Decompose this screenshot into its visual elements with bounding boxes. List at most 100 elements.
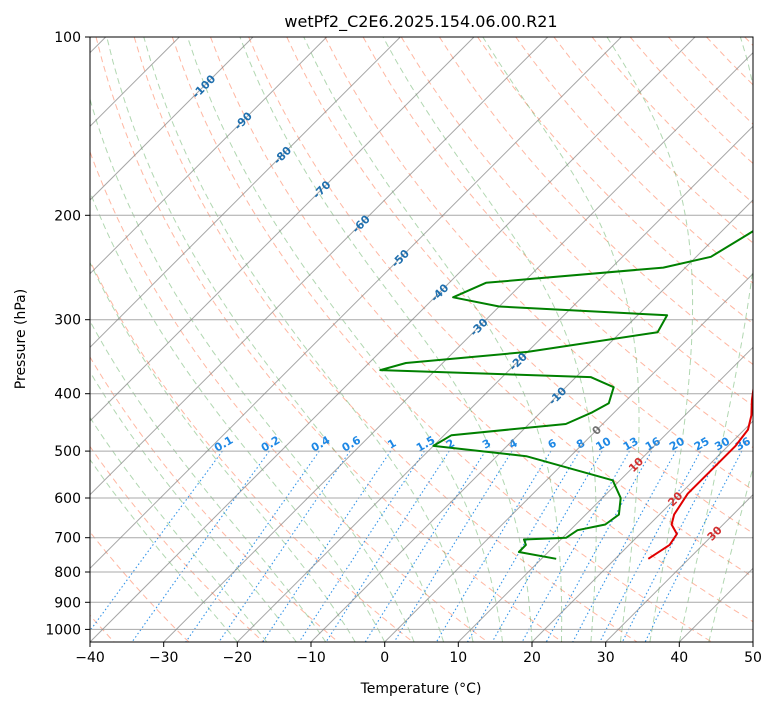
dry-adiabat-line <box>438 37 753 366</box>
isotherm-line <box>90 37 696 642</box>
mixing-ratio-line <box>364 450 486 642</box>
mixing-ratio-line <box>644 450 743 642</box>
dry-adiabat-line <box>133 37 638 642</box>
mixing-ratio-line <box>491 450 603 642</box>
moist-adiabat-line <box>90 320 327 642</box>
mixing-ratio-label: 8 <box>574 437 587 452</box>
moist-adiabat-line <box>187 37 503 642</box>
x-tick-label: −20 <box>223 650 253 666</box>
moist-adiabat-line <box>482 37 640 642</box>
plot-area: 0.1 0.2 0.4 0.6 1 1.5 2 3 4 6 8 10 13 16 20 25 30 36 -100… <box>90 37 753 642</box>
isotherm-line <box>752 641 753 642</box>
dry-adiabat-line <box>591 37 753 204</box>
mixing-ratio-line <box>572 450 677 642</box>
isotherm-label: -50 <box>389 247 412 270</box>
mixing-ratio-label: 6 <box>546 436 559 451</box>
moist-adiabat-line <box>606 37 694 642</box>
isotherm-line <box>384 272 753 642</box>
y-tick-label: 300 <box>54 313 81 329</box>
temperature-profile-line <box>647 386 753 560</box>
isotherm-line <box>163 51 753 642</box>
isotherm-line <box>90 37 401 349</box>
x-tick-label: 0 <box>380 650 389 666</box>
y-tick-label: 700 <box>54 531 81 547</box>
moist-adiabat-line <box>90 370 297 642</box>
dewpoint-profile-line <box>379 229 753 560</box>
mixing-ratio-line <box>90 450 223 632</box>
dry-adiabat-line <box>171 37 712 642</box>
mixing-ratio-label: 1 <box>385 437 398 452</box>
plot-frame <box>89 36 754 643</box>
dry-adiabat-line <box>90 150 488 642</box>
y-tick-label: 100 <box>54 30 81 46</box>
moist-adiabat-line <box>90 458 238 642</box>
y-tick-label: 1000 <box>45 622 81 638</box>
isotherm-line <box>605 493 753 642</box>
y-tick-label: 400 <box>54 387 81 403</box>
x-axis-ticks: −40 −30 −20 −10 0 10 20 30 40 50 <box>75 642 762 666</box>
isotherm-label: -100 <box>190 72 219 101</box>
mixing-ratio-line <box>521 450 630 642</box>
moist-adiabat-line <box>678 37 753 642</box>
mixing-ratio-line <box>621 450 722 642</box>
mixing-ratio-line <box>325 450 450 642</box>
y-tick-label: 800 <box>54 565 81 581</box>
y-tick-label: 500 <box>54 444 81 460</box>
isotherm-line <box>90 37 549 496</box>
moist-adiabat-line <box>708 465 753 642</box>
chart-title: wetPf2_C2E6.2025.154.06.00.R21 <box>284 12 557 32</box>
x-tick-label: 50 <box>744 650 762 666</box>
dry-adiabat-line <box>90 356 339 642</box>
dry-adiabat-line <box>210 37 753 623</box>
mixing-ratio-line <box>262 450 392 642</box>
moist-adiabat-line <box>143 37 474 642</box>
mixing-ratio-line <box>298 450 425 642</box>
isotherm-line <box>90 37 328 275</box>
pressure-gridlines <box>90 37 753 630</box>
x-tick-label: −30 <box>149 650 179 666</box>
moist-adiabat-line <box>90 416 268 642</box>
moist-adiabat-line <box>90 261 356 642</box>
mixing-ratio-label: 3 <box>480 437 493 452</box>
moist-adiabat-line <box>90 190 386 642</box>
dry-adiabat-line <box>95 37 563 642</box>
mixing-ratio-line <box>545 450 653 642</box>
y-axis-label: Pressure (hPa) <box>13 289 29 389</box>
y-tick-label: 600 <box>54 491 81 507</box>
x-axis-label: Temperature (°C) <box>360 681 482 697</box>
moist-adiabat-line <box>382 37 597 642</box>
isotherm-line <box>90 37 475 422</box>
dry-adiabat-line <box>668 37 753 125</box>
y-tick-label: 200 <box>54 208 81 224</box>
isotherm-label: -10 <box>546 384 569 407</box>
dry-adiabat-line <box>90 445 264 642</box>
moist-adiabat-line <box>106 37 445 642</box>
x-tick-label: 10 <box>449 650 467 666</box>
isotherm-line <box>90 37 622 570</box>
mixing-ratio-line <box>185 450 320 642</box>
x-tick-label: 40 <box>670 650 688 666</box>
isotherm-line <box>531 420 753 642</box>
x-tick-label: 30 <box>597 650 615 666</box>
x-tick-label: −40 <box>75 650 105 666</box>
moist-adiabat-line <box>303 37 563 642</box>
isotherms <box>90 37 753 642</box>
dry-adiabat-line <box>706 37 753 86</box>
profile-lines <box>379 229 753 560</box>
dry-adiabat-line <box>553 37 753 244</box>
dry-adiabat-line <box>477 37 753 325</box>
x-tick-label: −10 <box>296 650 326 666</box>
isotherm-line <box>90 37 254 201</box>
y-axis-ticks: 100 200 300 400 500 600 700 800 900 1000 <box>45 30 90 638</box>
moist-adiabat-line <box>239 37 533 642</box>
y-tick-label: 900 <box>54 595 81 611</box>
dry-adiabat-line <box>248 37 753 578</box>
dry-adiabat-line <box>744 37 753 47</box>
isotherm-line <box>678 567 753 642</box>
mixing-ratio-line <box>218 450 351 642</box>
mixing-ratio-line <box>599 450 701 642</box>
isotherm-line <box>457 346 753 642</box>
x-tick-label: 20 <box>523 650 541 666</box>
isotherm-line <box>236 125 753 642</box>
